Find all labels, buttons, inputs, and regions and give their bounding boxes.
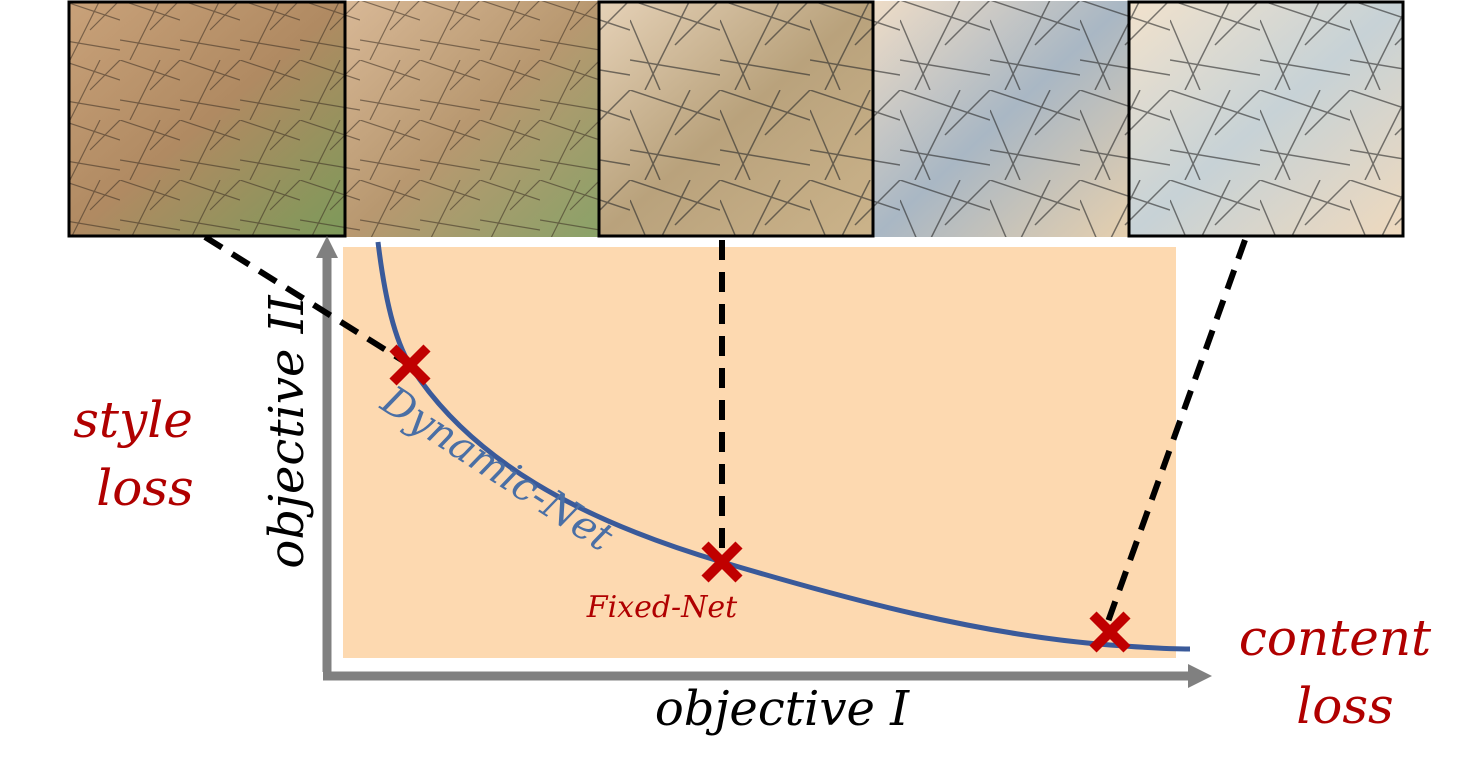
marker bbox=[389, 344, 431, 386]
image-texture bbox=[598, 1, 874, 237]
image-border bbox=[1127, 0, 1405, 238]
axes bbox=[316, 236, 1212, 688]
marker bbox=[1089, 611, 1131, 653]
markers bbox=[389, 344, 1131, 653]
image-texture bbox=[1128, 1, 1404, 237]
y-arrow bbox=[316, 236, 338, 258]
style-label: loss bbox=[96, 459, 193, 517]
connector bbox=[203, 234, 407, 365]
image-strip bbox=[67, 0, 1405, 238]
connector bbox=[1102, 238, 1248, 632]
point-label: Fixed-Net bbox=[586, 590, 738, 625]
content-label: content bbox=[1239, 609, 1432, 667]
image-texture bbox=[68, 1, 346, 237]
image-border bbox=[597, 0, 875, 238]
connectors bbox=[203, 234, 1248, 632]
x-axis-label: objective I bbox=[655, 681, 910, 737]
x-arrow bbox=[1188, 664, 1212, 688]
style-label: style bbox=[73, 391, 193, 449]
marker bbox=[701, 541, 743, 583]
image-texture bbox=[346, 1, 598, 237]
y-axis-label: objective II bbox=[259, 294, 315, 568]
plot-area bbox=[343, 247, 1176, 658]
content-label: loss bbox=[1296, 677, 1393, 735]
image-texture bbox=[874, 1, 1128, 237]
